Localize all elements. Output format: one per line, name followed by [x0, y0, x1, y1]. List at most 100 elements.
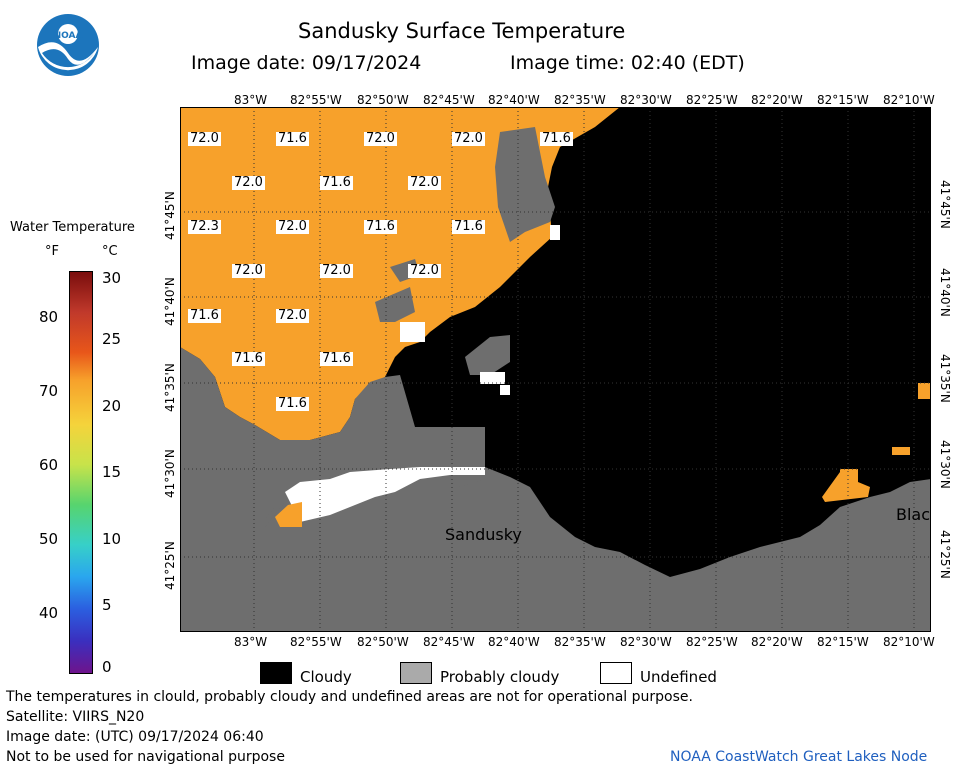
lon-tick: 82°35'W	[554, 93, 606, 107]
lon-tick: 82°40'W	[488, 93, 540, 107]
lon-tick: 82°50'W	[357, 635, 409, 649]
island-1	[495, 127, 555, 242]
city-label-blac: Blac	[896, 505, 931, 524]
lon-tick: 82°45'W	[423, 635, 475, 649]
lat-tick: 41°45'N	[163, 191, 177, 240]
lat-tick: 41°45'N	[938, 180, 952, 229]
island-2	[465, 335, 510, 375]
legend-swatch-undefined	[600, 662, 632, 684]
map-panel: 72.0 71.6 72.0 72.0 71.6 72.0 71.6 72.0 …	[180, 107, 931, 632]
temp-label: 71.6	[276, 131, 309, 146]
temp-label: 72.0	[276, 219, 309, 234]
island-3	[375, 287, 415, 322]
temp-label: 72.0	[364, 131, 397, 146]
temp-label: 72.0	[232, 263, 265, 278]
lon-tick: 82°30'W	[620, 93, 672, 107]
f-label: 40	[39, 604, 59, 622]
lon-tick: 83°W	[234, 93, 268, 107]
lon-tick: 83°W	[234, 635, 268, 649]
land-south	[180, 347, 931, 632]
lon-tick: 82°55'W	[290, 635, 342, 649]
temp-label: 71.6	[364, 219, 397, 234]
f-label: 60	[39, 456, 59, 474]
legend-label-cloudy: Cloudy	[300, 668, 352, 686]
temp-label: 71.6	[232, 351, 265, 366]
image-date: Image date: 09/17/2024	[191, 52, 422, 74]
temp-label: 71.6	[540, 131, 573, 146]
lon-tick: 82°10'W	[883, 93, 935, 107]
lat-tick: 41°30'N	[163, 449, 177, 498]
city-label-sandusky: Sandusky	[445, 525, 522, 544]
lat-tick: 41°25'N	[938, 530, 952, 579]
footer-disclaimer: The temperatures in clould, probably clo…	[6, 689, 693, 705]
temp-label: 71.6	[452, 219, 485, 234]
lon-tick: 82°55'W	[290, 93, 342, 107]
water-patch	[822, 469, 870, 502]
temp-label: 71.6	[276, 396, 309, 411]
temp-label: 72.3	[188, 219, 221, 234]
c-label: 5	[102, 596, 112, 614]
color-scale-bar	[69, 271, 93, 674]
footer-navigation-warning: Not to be used for navigational purpose	[6, 749, 285, 765]
undefined-patch	[285, 467, 485, 522]
undefined-patch	[480, 372, 505, 384]
scale-unit-c: °C	[102, 244, 118, 259]
c-label: 20	[102, 397, 122, 415]
footer-satellite: Satellite: VIIRS_N20	[6, 709, 145, 725]
temp-label: 71.6	[320, 351, 353, 366]
lon-tick: 82°20'W	[751, 635, 803, 649]
lon-tick: 82°40'W	[488, 635, 540, 649]
lon-tick: 82°50'W	[357, 93, 409, 107]
page-title: Sandusky Surface Temperature	[298, 19, 626, 43]
temp-label: 71.6	[320, 175, 353, 190]
lat-tick: 41°40'N	[163, 277, 177, 326]
footer-credit: NOAA CoastWatch Great Lakes Node	[670, 749, 928, 765]
legend-swatch-cloudy	[260, 662, 292, 684]
lon-tick: 82°25'W	[686, 635, 738, 649]
water-patch	[275, 502, 302, 527]
f-label: 80	[39, 308, 59, 326]
c-label: 10	[102, 530, 122, 548]
temp-label: 71.6	[188, 308, 221, 323]
lat-tick: 41°25'N	[163, 541, 177, 590]
image-time: Image time: 02:40 (EDT)	[510, 52, 745, 74]
temp-label: 72.0	[320, 263, 353, 278]
noaa-logo: NOAA	[36, 13, 100, 77]
map-svg	[180, 107, 931, 632]
scale-unit-f: °F	[45, 244, 59, 259]
lat-tick: 41°30'N	[938, 440, 952, 489]
temp-label: 72.0	[408, 263, 441, 278]
legend-label-probably-cloudy: Probably cloudy	[440, 668, 560, 686]
legend-label-undefined: Undefined	[640, 668, 717, 686]
scale-title: Water Temperature	[10, 220, 135, 235]
temp-label: 72.0	[232, 175, 265, 190]
temp-label: 72.0	[452, 131, 485, 146]
lon-tick: 82°15'W	[817, 635, 869, 649]
lon-tick: 82°45'W	[423, 93, 475, 107]
footer-image-date: Image date: (UTC) 09/17/2024 06:40	[6, 729, 264, 745]
lon-tick: 82°30'W	[620, 635, 672, 649]
lon-tick: 82°15'W	[817, 93, 869, 107]
water-patch	[918, 383, 931, 399]
lat-tick: 41°40'N	[938, 268, 952, 317]
water-patch	[892, 447, 910, 455]
c-label: 25	[102, 330, 122, 348]
undefined-patch	[550, 225, 560, 240]
lon-tick: 82°35'W	[554, 635, 606, 649]
temp-label: 72.0	[188, 131, 221, 146]
lon-tick: 82°20'W	[751, 93, 803, 107]
temp-label: 72.0	[408, 175, 441, 190]
f-label: 70	[39, 382, 59, 400]
lat-tick: 41°35'N	[938, 354, 952, 403]
f-label: 50	[39, 530, 59, 548]
c-label: 30	[102, 269, 122, 287]
undefined-patch	[500, 385, 510, 395]
undefined-patch	[400, 322, 425, 342]
lon-tick: 82°10'W	[883, 635, 935, 649]
legend-swatch-probably-cloudy	[400, 662, 432, 684]
lon-tick: 82°25'W	[686, 93, 738, 107]
c-label: 15	[102, 463, 122, 481]
temp-label: 72.0	[276, 308, 309, 323]
c-label: 0	[102, 658, 112, 676]
lat-tick: 41°35'N	[163, 363, 177, 412]
